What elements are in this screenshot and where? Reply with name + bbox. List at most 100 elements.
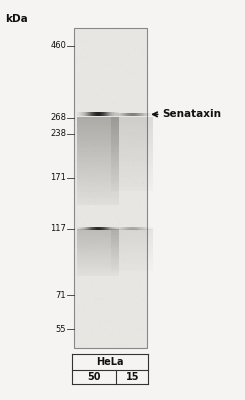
- Bar: [139, 113, 140, 116]
- Bar: [124, 227, 125, 230]
- Bar: [111, 127, 153, 129]
- Bar: [111, 126, 153, 127]
- Bar: [77, 112, 78, 116]
- Bar: [83, 112, 84, 116]
- Bar: [77, 187, 119, 189]
- Bar: [149, 113, 150, 116]
- Bar: [134, 227, 135, 230]
- Bar: [111, 238, 153, 239]
- Bar: [116, 112, 117, 116]
- Bar: [134, 113, 135, 116]
- Bar: [77, 265, 119, 266]
- Bar: [129, 227, 130, 230]
- Bar: [127, 113, 128, 116]
- Bar: [77, 258, 119, 259]
- Bar: [87, 112, 88, 116]
- Bar: [111, 231, 153, 232]
- Bar: [135, 113, 136, 116]
- Text: Senataxin: Senataxin: [162, 109, 221, 119]
- Text: 460: 460: [50, 41, 66, 50]
- Bar: [111, 120, 153, 121]
- Bar: [146, 113, 147, 116]
- Bar: [150, 227, 151, 230]
- Bar: [77, 261, 119, 262]
- Bar: [111, 139, 153, 140]
- Bar: [84, 112, 85, 116]
- Bar: [109, 227, 110, 230]
- Bar: [111, 240, 153, 241]
- Bar: [111, 169, 153, 170]
- Bar: [105, 112, 106, 116]
- Bar: [111, 161, 153, 163]
- Bar: [90, 112, 91, 116]
- Bar: [77, 117, 119, 118]
- Bar: [88, 112, 89, 116]
- Bar: [77, 190, 119, 192]
- Bar: [77, 145, 119, 147]
- Bar: [140, 113, 141, 116]
- Bar: [111, 124, 153, 126]
- Bar: [77, 194, 119, 196]
- Bar: [146, 227, 147, 230]
- Bar: [111, 160, 153, 161]
- Bar: [81, 112, 82, 116]
- Bar: [95, 227, 96, 230]
- Bar: [118, 227, 119, 230]
- Bar: [77, 235, 119, 236]
- Bar: [108, 227, 109, 230]
- Bar: [133, 113, 134, 116]
- Bar: [77, 228, 119, 230]
- Bar: [111, 262, 153, 263]
- Bar: [77, 161, 119, 162]
- Text: 117: 117: [50, 224, 66, 233]
- Bar: [111, 251, 153, 252]
- Bar: [77, 203, 119, 204]
- Bar: [111, 118, 153, 120]
- Bar: [99, 227, 100, 230]
- Bar: [105, 227, 106, 230]
- Bar: [79, 227, 80, 230]
- Bar: [77, 271, 119, 272]
- Bar: [137, 227, 138, 230]
- Bar: [74, 28, 147, 348]
- Bar: [130, 227, 131, 230]
- Bar: [77, 176, 119, 178]
- Bar: [77, 147, 119, 148]
- Bar: [77, 241, 119, 242]
- Bar: [111, 150, 153, 151]
- Bar: [111, 234, 153, 235]
- Text: 171: 171: [50, 173, 66, 182]
- Text: 15: 15: [125, 372, 139, 382]
- Bar: [119, 227, 120, 230]
- Bar: [77, 178, 119, 180]
- Bar: [111, 175, 153, 176]
- Bar: [111, 250, 153, 251]
- Bar: [92, 227, 93, 230]
- Bar: [123, 227, 124, 230]
- Bar: [93, 227, 94, 230]
- Bar: [117, 112, 118, 116]
- Bar: [77, 246, 119, 247]
- Bar: [111, 257, 153, 258]
- Bar: [111, 227, 112, 230]
- Bar: [111, 142, 153, 144]
- Bar: [77, 248, 119, 250]
- Bar: [151, 227, 152, 230]
- Bar: [111, 164, 153, 166]
- Bar: [118, 113, 119, 116]
- Bar: [111, 138, 153, 139]
- Bar: [111, 239, 153, 240]
- Bar: [77, 236, 119, 237]
- Bar: [96, 227, 97, 230]
- Bar: [91, 227, 92, 230]
- Bar: [77, 253, 119, 254]
- Bar: [113, 227, 114, 230]
- Bar: [111, 186, 153, 188]
- Bar: [125, 227, 126, 230]
- Bar: [111, 261, 153, 262]
- Bar: [77, 118, 119, 120]
- Bar: [77, 164, 119, 166]
- Bar: [111, 256, 153, 257]
- Bar: [112, 112, 113, 116]
- Bar: [77, 275, 119, 276]
